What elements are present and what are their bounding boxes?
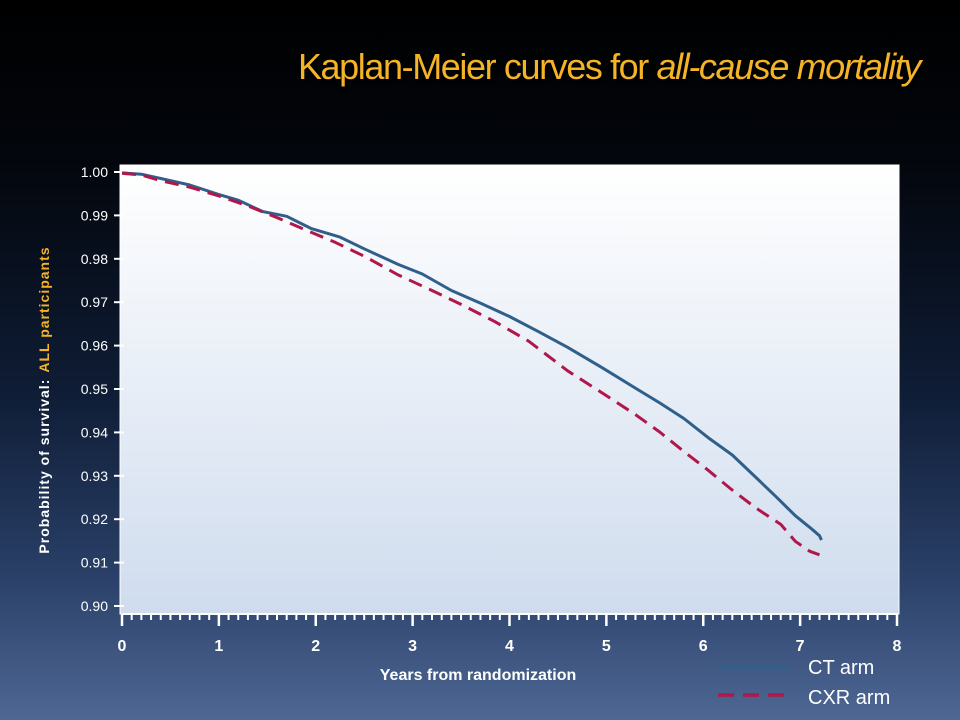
ct-arm-line [121, 171, 823, 541]
x-tick-label: 4 [505, 638, 514, 655]
x-tick-label: 3 [408, 638, 417, 655]
y-tick-label: 1.00 [81, 164, 108, 180]
legend: CT arm CXR arm [718, 657, 890, 709]
y-tick-label: 0.93 [81, 468, 108, 484]
x-axis-label: Years from randomization [380, 667, 577, 684]
y-tick-label: 0.98 [81, 251, 108, 267]
x-tick-label: 7 [796, 638, 805, 655]
y-tick-label: 0.96 [81, 338, 108, 354]
x-tick-label: 5 [602, 638, 611, 655]
x-tick-label: 6 [699, 638, 708, 655]
y-axis-label: Probability of survival: ALL participants [36, 246, 52, 553]
y-tick-label: 0.95 [81, 381, 108, 397]
y-tick-label: 0.97 [81, 294, 108, 310]
title-prefix: Kaplan-Meier curves for [297, 46, 657, 87]
series-lines [121, 171, 823, 557]
x-tick-label: 1 [214, 638, 223, 655]
chart-title: Kaplan-Meier curves for all-cause mortal… [0, 46, 922, 88]
y-axis: 0.90 0.91 0.92 0.93 0.94 0.95 0.96 0.97 0.98 0.99… [81, 164, 124, 614]
y-tick-label: 0.94 [81, 424, 108, 440]
x-tick-label: 8 [893, 638, 902, 655]
y-axis-label-highlight: ALL participants [36, 246, 52, 372]
y-tick-label: 0.90 [81, 598, 108, 614]
title-emphasis: all-cause mortality [656, 46, 922, 87]
y-axis-label-prefix: Probability of survival: [36, 379, 52, 554]
cxr-arm-line [121, 171, 821, 557]
plot-area [119, 164, 900, 615]
legend-cxr-label: CXR arm [808, 687, 890, 709]
y-tick-label: 0.99 [81, 207, 108, 223]
x-axis: 0 1 2 3 4 5 6 7 8 [118, 613, 902, 655]
x-tick-label: 0 [118, 638, 127, 655]
y-tick-label: 0.91 [81, 555, 108, 571]
legend-ct-label: CT arm [808, 657, 874, 679]
x-tick-label: 2 [311, 638, 320, 655]
y-tick-label: 0.92 [81, 511, 108, 527]
